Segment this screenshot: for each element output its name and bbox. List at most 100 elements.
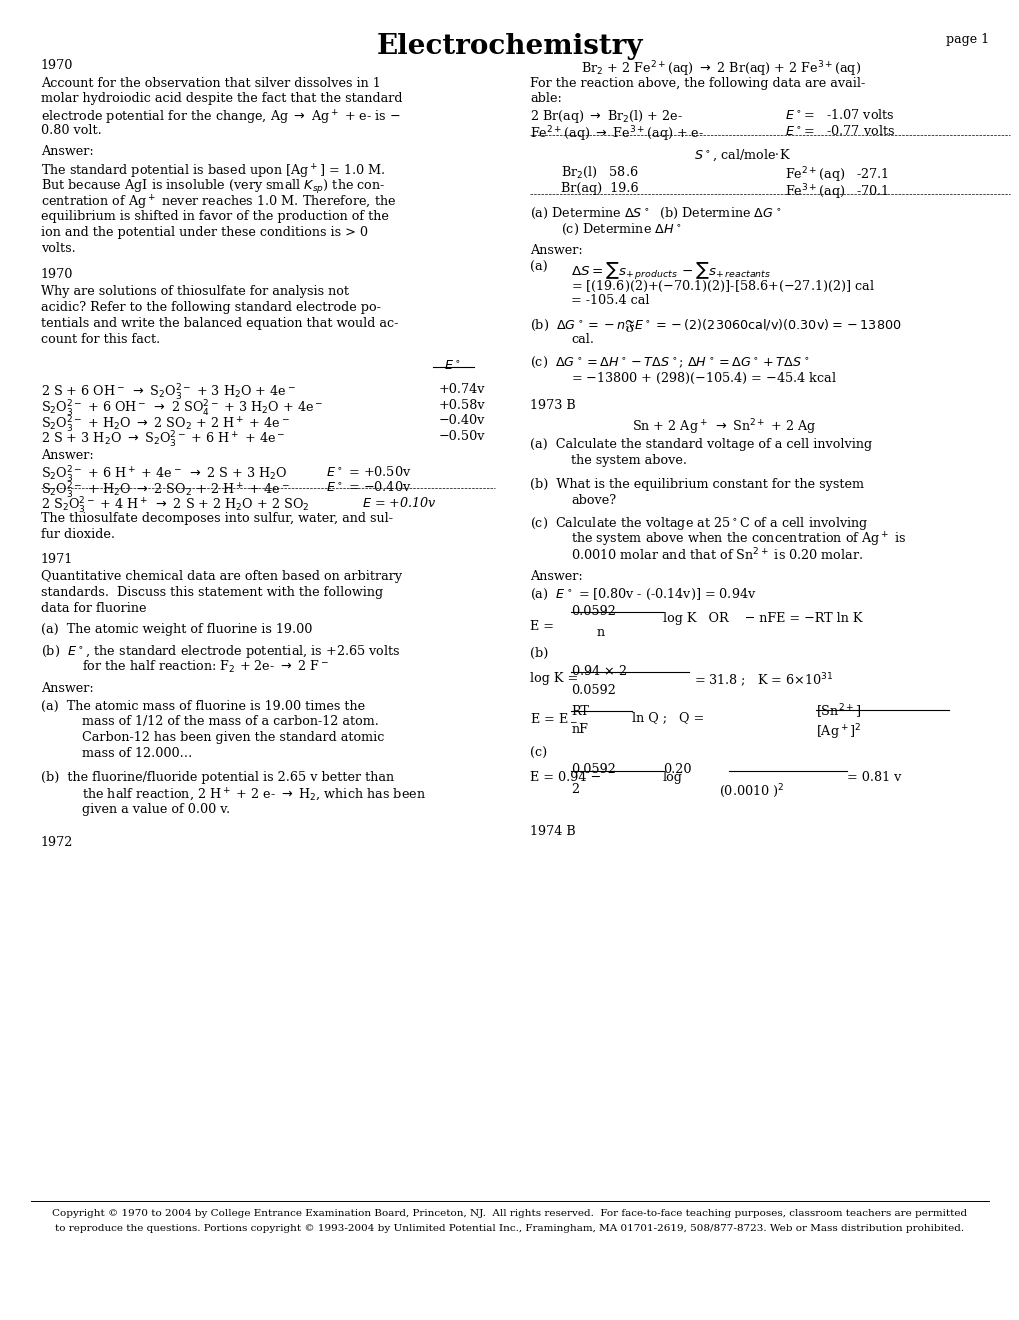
Text: But because AgI is insoluble (very small $K_{sp}$) the con-: But because AgI is insoluble (very small… [41, 178, 385, 197]
Text: 0.0592: 0.0592 [571, 684, 615, 697]
Text: electrode potential for the change, Ag $\rightarrow$ Ag$^+$ + e- is $-$: electrode potential for the change, Ag $… [41, 108, 400, 127]
Text: $E^\circ$ = +0.50v: $E^\circ$ = +0.50v [326, 465, 412, 479]
Text: 2 S + 3 H$_2$O $\rightarrow$ S$_2$O$_3^{2-}$ + 6 H$^+$ + 4e$^-$: 2 S + 3 H$_2$O $\rightarrow$ S$_2$O$_3^{… [41, 430, 284, 450]
Text: tentials and write the balanced equation that would ac-: tentials and write the balanced equation… [41, 317, 397, 330]
Text: page 1: page 1 [946, 33, 988, 46]
Text: log: log [662, 771, 682, 784]
Text: S$_2$O$_3^{2-}$ + 6 OH$^-$ $\rightarrow$ 2 SO$_4^{2-}$ + 3 H$_2$O + 4e$^-$: S$_2$O$_3^{2-}$ + 6 OH$^-$ $\rightarrow$… [41, 399, 323, 418]
Text: given a value of 0.00 v.: given a value of 0.00 v. [82, 803, 229, 816]
Text: S$_2$O$_3^{2-}$ + H$_2$O $\rightarrow$ 2 SO$_2$ + 2 H$^+$ + 4e$^-$: S$_2$O$_3^{2-}$ + H$_2$O $\rightarrow$ 2… [41, 480, 289, 500]
Text: the half reaction, 2 H$^+$ + 2 e- $\rightarrow$ H$_2$, which has been: the half reaction, 2 H$^+$ + 2 e- $\righ… [82, 787, 425, 804]
Text: 0.0010 molar and that of Sn$^{2+}$ is 0.20 molar.: 0.0010 molar and that of Sn$^{2+}$ is 0.… [571, 546, 862, 564]
Text: E = E$_-$: E = E$_-$ [530, 711, 578, 725]
Text: above?: above? [571, 494, 615, 507]
Text: The thiosulfate decomposes into sulfur, water, and sul-: The thiosulfate decomposes into sulfur, … [41, 512, 392, 525]
Text: acidic? Refer to the following standard electrode po-: acidic? Refer to the following standard … [41, 301, 380, 314]
Text: S$_2$O$_3^{2-}$ + H$_2$O $\rightarrow$ 2 SO$_2$ + 2 H$^+$ + 4e$^-$: S$_2$O$_3^{2-}$ + H$_2$O $\rightarrow$ 2… [41, 414, 289, 434]
Text: 0.94 $\times$ 2: 0.94 $\times$ 2 [571, 664, 627, 678]
Text: standards.  Discuss this statement with the following: standards. Discuss this statement with t… [41, 586, 382, 599]
Text: Br$_2$ + 2 Fe$^{2+}$(aq) $\rightarrow$ 2 Br(aq) + 2 Fe$^{3+}$(aq): Br$_2$ + 2 Fe$^{2+}$(aq) $\rightarrow$ 2… [581, 59, 861, 79]
Text: the system above when the concentration of Ag$^+$ is: the system above when the concentration … [571, 531, 906, 549]
Text: Account for the observation that silver dissolves in 1: Account for the observation that silver … [41, 77, 380, 90]
Text: Answer:: Answer: [41, 449, 94, 462]
Text: nF: nF [571, 723, 588, 737]
Text: to reproduce the questions. Portions copyright © 1993-2004 by Unlimited Potentia: to reproduce the questions. Portions cop… [55, 1224, 964, 1233]
Text: (a)  The atomic mass of fluorine is 19.00 times the: (a) The atomic mass of fluorine is 19.00… [41, 700, 365, 713]
Text: E =: E = [530, 620, 554, 634]
Text: n: n [596, 626, 604, 639]
Text: $\Delta S =\sum s_{+\,products}\,-\sum s_{+\,reactants}$: $\Delta S =\sum s_{+\,products}\,-\sum s… [571, 261, 770, 282]
Text: −0.50v: −0.50v [438, 430, 485, 444]
Text: (a)  Calculate the standard voltage of a cell involving: (a) Calculate the standard voltage of a … [530, 438, 871, 451]
Text: log K   OR    − nFE = −RT ln K: log K OR − nFE = −RT ln K [662, 612, 862, 626]
Text: [Ag$^+$]$^2$: [Ag$^+$]$^2$ [815, 722, 861, 742]
Text: (a): (a) [530, 261, 547, 275]
Text: Sn + 2 Ag$^+$ $\rightarrow$ Sn$^{2+}$ + 2 Ag: Sn + 2 Ag$^+$ $\rightarrow$ Sn$^{2+}$ + … [632, 417, 816, 437]
Text: volts.: volts. [41, 242, 75, 255]
Text: [Sn$^{2+}$]: [Sn$^{2+}$] [815, 702, 860, 721]
Text: equilibrium is shifted in favor of the production of the: equilibrium is shifted in favor of the p… [41, 210, 388, 223]
Text: 1970: 1970 [41, 268, 73, 281]
Text: Fe$^{3+}$(aq)   -70.1: Fe$^{3+}$(aq) -70.1 [785, 182, 889, 202]
Text: Fe$^{2+}$(aq) $\rightarrow$ Fe$^{3+}$(aq) + e-: Fe$^{2+}$(aq) $\rightarrow$ Fe$^{3+}$(aq… [530, 124, 704, 144]
Text: (c): (c) [530, 747, 547, 760]
Text: mass of 12.000…: mass of 12.000… [82, 747, 192, 760]
Text: 1973 B: 1973 B [530, 399, 576, 412]
Text: able:: able: [530, 92, 561, 106]
Text: = 31.8 ;   K = 6$\times$10$^{31}$: = 31.8 ; K = 6$\times$10$^{31}$ [693, 672, 832, 690]
Text: $E^\circ$=   -0.77 volts: $E^\circ$= -0.77 volts [785, 124, 895, 139]
Text: = -105.4 cal: = -105.4 cal [571, 294, 649, 308]
Text: S$_2$O$_3^{2-}$ + 6 H$^+$ + 4e$^-$ $\rightarrow$ 2 S + 3 H$_2$O: S$_2$O$_3^{2-}$ + 6 H$^+$ + 4e$^-$ $\rig… [41, 465, 287, 484]
Text: log K =: log K = [530, 672, 578, 685]
Text: 2 S$_2$O$_3^{2-}$ + 4 H$^+$ $\rightarrow$ 2 S + 2 H$_2$O + 2 SO$_2$: 2 S$_2$O$_3^{2-}$ + 4 H$^+$ $\rightarrow… [41, 496, 309, 516]
Text: E = 0.94 −: E = 0.94 − [530, 771, 601, 784]
Text: (b)  the fluorine/fluoride potential is 2.65 v better than: (b) the fluorine/fluoride potential is 2… [41, 771, 393, 784]
Text: 2 Br(aq) $\rightarrow$ Br$_2$(l) + 2e-: 2 Br(aq) $\rightarrow$ Br$_2$(l) + 2e- [530, 108, 683, 125]
Text: Br(aq)  19.6: Br(aq) 19.6 [560, 182, 638, 195]
Text: (a)  $E^\circ$ = [0.80v - (-0.14v)] = 0.94v: (a) $E^\circ$ = [0.80v - (-0.14v)] = 0.9… [530, 587, 756, 602]
Text: RT: RT [571, 705, 589, 718]
Text: Quantitative chemical data are often based on arbitrary: Quantitative chemical data are often bas… [41, 570, 401, 583]
Text: (c) Determine $\Delta H^\circ$: (c) Determine $\Delta H^\circ$ [560, 222, 681, 236]
Text: 0.80 volt.: 0.80 volt. [41, 124, 102, 137]
Text: Answer:: Answer: [41, 682, 94, 696]
Text: fur dioxide.: fur dioxide. [41, 528, 115, 541]
Text: Electrochemistry: Electrochemistry [376, 33, 643, 59]
Text: 0.0592: 0.0592 [571, 763, 615, 776]
Text: 1970: 1970 [41, 59, 73, 73]
Text: $E^\circ$=   -1.07 volts: $E^\circ$= -1.07 volts [785, 108, 895, 123]
Text: +0.58v: +0.58v [438, 399, 485, 412]
Text: $E^\circ$ = $-$0.40v: $E^\circ$ = $-$0.40v [326, 480, 412, 495]
Text: (b): (b) [530, 647, 548, 660]
Text: cal.: cal. [571, 333, 594, 346]
Text: (b)  $E^\circ$, the standard electrode potential, is +2.65 volts: (b) $E^\circ$, the standard electrode po… [41, 643, 400, 660]
Text: The standard potential is based upon [Ag$^+$] = 1.0 M.: The standard potential is based upon [Ag… [41, 162, 385, 181]
Text: Answer:: Answer: [41, 145, 94, 158]
Text: 1971: 1971 [41, 553, 73, 566]
Text: Copyright © 1970 to 2004 by College Entrance Examination Board, Princeton, NJ.  : Copyright © 1970 to 2004 by College Entr… [52, 1209, 967, 1218]
Text: Fe$^{2+}$(aq)   -27.1: Fe$^{2+}$(aq) -27.1 [785, 165, 889, 185]
Text: Answer:: Answer: [530, 570, 583, 583]
Text: (c)  Calculate the voltage at 25$^\circ$C of a cell involving: (c) Calculate the voltage at 25$^\circ$C… [530, 515, 868, 532]
Text: 1972: 1972 [41, 836, 73, 849]
Text: 2: 2 [571, 783, 579, 796]
Text: −0.40v: −0.40v [438, 414, 484, 428]
Text: Carbon-12 has been given the standard atomic: Carbon-12 has been given the standard at… [82, 731, 383, 744]
Text: count for this fact.: count for this fact. [41, 333, 160, 346]
Text: Answer:: Answer: [530, 244, 583, 257]
Text: +0.74v: +0.74v [438, 383, 485, 396]
Text: = 0.81 v: = 0.81 v [846, 771, 900, 784]
Text: (0.0010 )$^2$: (0.0010 )$^2$ [718, 783, 784, 800]
Text: (b)  What is the equilibrium constant for the system: (b) What is the equilibrium constant for… [530, 478, 863, 491]
Text: Why are solutions of thiosulfate for analysis not: Why are solutions of thiosulfate for ana… [41, 285, 348, 298]
Text: (c)  $\Delta G^\circ = \Delta H^\circ - T\Delta S^\circ$; $\Delta H^\circ = \Del: (c) $\Delta G^\circ = \Delta H^\circ - T… [530, 355, 809, 370]
Text: (b)  $\Delta G^\circ = -n\mathfrak{F}E^\circ = -(2)(23060\mathrm{cal/v})(0.30\ma: (b) $\Delta G^\circ = -n\mathfrak{F}E^\c… [530, 317, 901, 334]
Text: 1974 B: 1974 B [530, 825, 576, 838]
Text: data for fluorine: data for fluorine [41, 602, 146, 615]
Text: $E$ = +0.10v: $E$ = +0.10v [362, 496, 437, 511]
Text: $E^\circ$: $E^\circ$ [443, 360, 461, 374]
Text: (a) Determine $\Delta S^\circ$  (b) Determine $\Delta G^\circ$: (a) Determine $\Delta S^\circ$ (b) Deter… [530, 206, 781, 220]
Text: ln Q ;   Q =: ln Q ; Q = [632, 711, 704, 725]
Text: = $-$13800 + (298)($-$105.4) = $-$45.4 kcal: = $-$13800 + (298)($-$105.4) = $-$45.4 k… [571, 371, 837, 385]
Text: 0.20: 0.20 [662, 763, 691, 776]
